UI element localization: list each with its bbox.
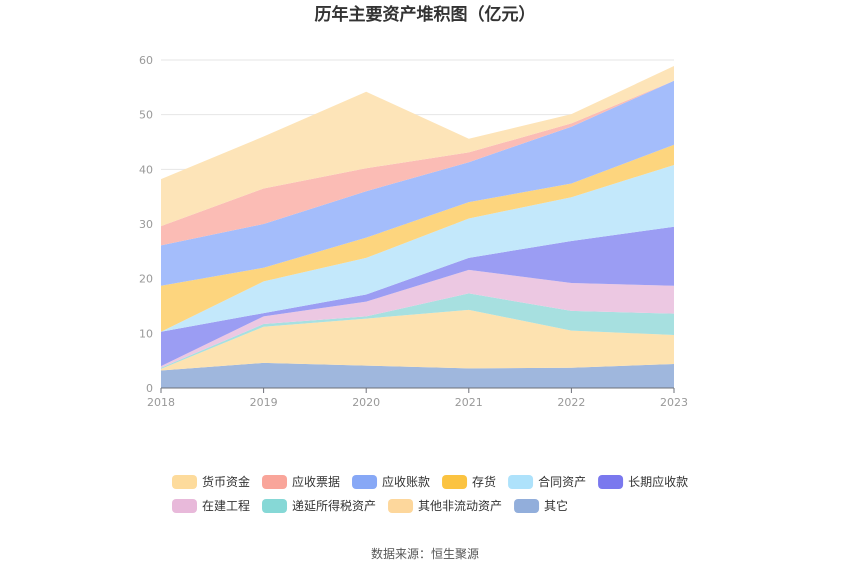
axes: 0 10 20 30 40 50 60 2018 2019 2020 2021 2022 2023	[139, 54, 688, 409]
legend-swatch[interactable]	[508, 475, 534, 489]
y-tick-label: 0	[146, 382, 153, 395]
area-series	[161, 144, 674, 332]
area-series	[161, 164, 674, 332]
area-series	[161, 80, 674, 286]
legend-item-label[interactable]: 其他非流动资产	[418, 499, 502, 513]
x-tick-label: 2022	[557, 396, 585, 409]
legend-item-label[interactable]: 合同资产	[538, 474, 586, 489]
area-series	[161, 80, 674, 246]
legend-item-label[interactable]: 存货	[472, 474, 496, 489]
area-series	[161, 269, 674, 368]
x-tick-label: 2019	[250, 396, 278, 409]
y-tick-label: 60	[139, 54, 153, 67]
chart-title: 历年主要资产堆积图（亿元）	[315, 4, 536, 25]
y-tick-label: 40	[139, 163, 153, 176]
area-series	[161, 309, 674, 371]
legend-swatch[interactable]	[442, 475, 468, 489]
legend-swatch[interactable]	[352, 475, 378, 489]
data-source-note: 数据来源：恒生聚源	[371, 546, 479, 561]
legend-swatch[interactable]	[598, 475, 624, 489]
area-series-group	[161, 66, 674, 388]
y-tick-label: 20	[139, 273, 153, 286]
area-series	[161, 293, 674, 369]
legend-item-label[interactable]: 长期应收款	[628, 474, 688, 489]
legend-item-label[interactable]: 应收票据	[292, 474, 340, 489]
x-tick-label: 2018	[147, 396, 175, 409]
x-tick-label: 2023	[660, 396, 688, 409]
x-tick-label: 2020	[352, 396, 380, 409]
legend-item-label[interactable]: 在建工程	[202, 498, 250, 513]
legend-swatch[interactable]	[262, 499, 288, 513]
y-tick-label: 30	[139, 218, 153, 231]
y-tick-label: 50	[139, 109, 153, 122]
legend-item-label[interactable]: 货币资金	[202, 474, 250, 489]
legend-item-label[interactable]: 递延所得税资产	[292, 498, 376, 513]
y-tick-label: 10	[139, 327, 153, 340]
legend-item-label[interactable]: 应收账款	[382, 474, 430, 489]
area-series	[161, 66, 674, 227]
x-tick-label: 2021	[455, 396, 483, 409]
legend-item-label[interactable]: 其它	[544, 498, 568, 513]
legend-swatch[interactable]	[388, 499, 414, 513]
legend-swatch[interactable]	[172, 499, 197, 513]
legend-swatch[interactable]	[514, 499, 540, 513]
legend-swatch[interactable]	[262, 475, 288, 489]
legend-swatch[interactable]	[172, 475, 197, 489]
area-series	[161, 226, 674, 367]
area-series	[161, 362, 674, 388]
